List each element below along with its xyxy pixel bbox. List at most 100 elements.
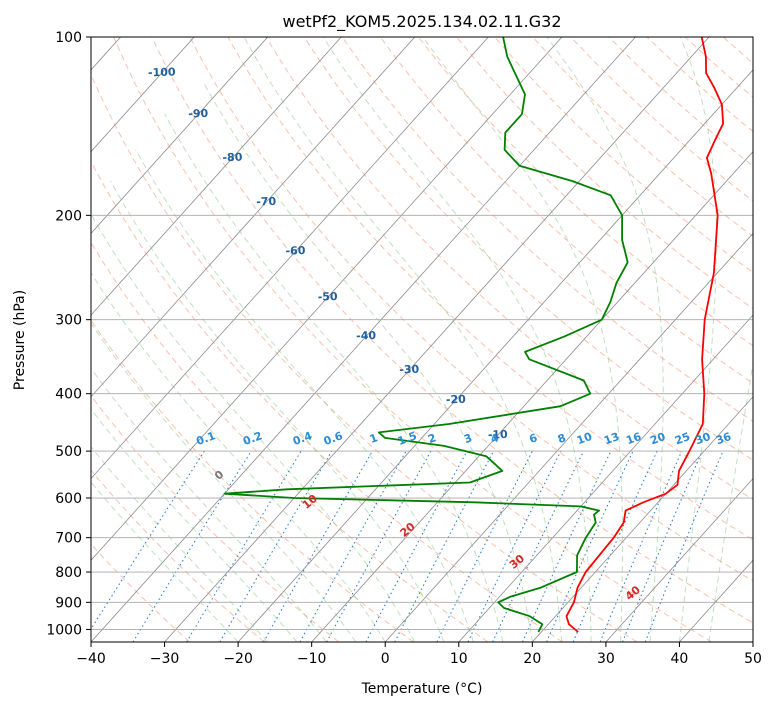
dry-adiabat-line bbox=[113, 37, 713, 642]
mixing-ratio-line bbox=[326, 450, 432, 642]
isotherm-line bbox=[458, 314, 753, 642]
y-tick-label: 500 bbox=[55, 444, 82, 460]
line-labels: -100-90-80-70-60-50-40-30-20-10010203040… bbox=[148, 66, 734, 604]
x-tick-label: 30 bbox=[597, 651, 615, 667]
isotherm-line bbox=[91, 37, 195, 153]
y-tick-label: 900 bbox=[55, 595, 82, 611]
y-tick-label: 700 bbox=[55, 531, 82, 547]
mixing-ratio-line bbox=[132, 450, 252, 642]
dry-adiabat-line bbox=[151, 37, 753, 624]
moist-adiabat-line bbox=[91, 271, 386, 642]
isotherm-label: -10 bbox=[488, 428, 509, 442]
mixing-ratio-label: 0.1 bbox=[195, 429, 218, 448]
mixing-ratio-label: 30 bbox=[693, 430, 712, 448]
moist-adiabat-line bbox=[322, 37, 592, 642]
moist-adiabat-line bbox=[243, 37, 563, 642]
dry-adiabat-line bbox=[265, 37, 753, 501]
mixing-ratio-line bbox=[91, 450, 205, 630]
isotherm-line bbox=[605, 477, 753, 642]
chart-title: wetPf2_KOM5.2025.134.02.11.G32 bbox=[282, 12, 561, 32]
mixing-ratio-label: 36 bbox=[714, 430, 733, 448]
plot-frame bbox=[90, 36, 754, 643]
isotherm-label: -40 bbox=[356, 329, 377, 343]
mixing-ratio-label: 2 bbox=[426, 431, 438, 446]
isotherm-line bbox=[532, 396, 753, 642]
x-tick-label: −20 bbox=[223, 651, 253, 667]
mixing-ratio-label: 0.6 bbox=[322, 429, 345, 448]
moist-adiabat-line bbox=[164, 113, 504, 642]
dry-adiabat-line bbox=[189, 37, 753, 582]
mixing-ratio-label: 3 bbox=[462, 431, 474, 446]
x-tick-label: 50 bbox=[744, 651, 762, 667]
mixing-ratio-label: 1.5 bbox=[396, 429, 419, 448]
x-tick-label: 20 bbox=[523, 651, 541, 667]
isotherm-label: -20 bbox=[446, 393, 467, 407]
mixing-ratio-line bbox=[219, 450, 333, 642]
moist-adiabat-line bbox=[110, 180, 445, 642]
moist-adiabat-line bbox=[708, 360, 753, 642]
dry-adiabat-line bbox=[91, 543, 191, 642]
isotherm-label: -70 bbox=[256, 195, 277, 209]
x-tick-label: −40 bbox=[76, 651, 106, 667]
mixing-ratio-label: 10 bbox=[575, 430, 594, 448]
x-tick-label: −10 bbox=[297, 651, 327, 667]
isotherm-line bbox=[91, 37, 563, 561]
mixing-ratio-label: 16 bbox=[624, 430, 643, 448]
x-axis-label: Temperature (°C) bbox=[361, 681, 483, 697]
moist-adiabat-line bbox=[91, 322, 357, 642]
moist-adiabat-line bbox=[546, 37, 664, 642]
grid bbox=[91, 37, 753, 642]
background-lines bbox=[91, 37, 753, 642]
x-axis: −40 −30 −20 −10 0 10 20 30 40 50 bbox=[76, 642, 762, 667]
isotherm-line bbox=[91, 37, 342, 316]
y-tick-label: 100 bbox=[55, 30, 82, 46]
profile-series-line bbox=[223, 37, 629, 633]
moist-adiabat-line bbox=[91, 408, 298, 642]
dry-adiabat-line bbox=[91, 395, 340, 642]
mixing-ratio-label: 25 bbox=[673, 430, 692, 447]
isotherm-label: -60 bbox=[285, 244, 306, 258]
x-tick-label: 0 bbox=[381, 651, 390, 667]
y-axis-label: Pressure (hPa) bbox=[12, 290, 28, 390]
mixing-ratio-label: 6 bbox=[528, 431, 540, 446]
x-tick-label: 40 bbox=[671, 651, 689, 667]
moist-adiabat-line bbox=[422, 37, 623, 642]
moist-adiabat-line bbox=[91, 481, 239, 642]
isotherm-line bbox=[91, 37, 637, 642]
profile-series-line bbox=[565, 37, 724, 633]
isotherm-line bbox=[91, 37, 489, 480]
isotherm-line bbox=[164, 37, 710, 642]
isotherm-line bbox=[237, 69, 753, 642]
moist-adiabat-line bbox=[91, 445, 268, 642]
isotherm-label: -100 bbox=[148, 66, 176, 80]
mixing-ratio-line bbox=[365, 450, 468, 642]
moist-adiabat-line bbox=[91, 367, 327, 642]
dry-adiabat-line bbox=[91, 469, 265, 642]
y-tick-label: 400 bbox=[55, 387, 82, 403]
y-tick-label: 300 bbox=[55, 313, 82, 329]
x-tick-label: −30 bbox=[150, 651, 180, 667]
y-axis: 100 200 300 400 500 600 700 800 900 1000 bbox=[46, 30, 91, 638]
isotherm-line bbox=[384, 232, 753, 642]
mixing-ratio-line bbox=[186, 450, 302, 642]
isotherm-line bbox=[91, 37, 416, 398]
dry-adiabat-line bbox=[91, 241, 489, 642]
isotherm-label: -30 bbox=[399, 363, 420, 377]
moist-adiabat-line bbox=[203, 83, 533, 642]
dry-adiabat-line bbox=[91, 160, 563, 642]
isotherm-line bbox=[91, 37, 269, 234]
isotherm-label: -50 bbox=[318, 290, 339, 304]
isotherm-label: -80 bbox=[222, 151, 243, 165]
moist-adiabat-line bbox=[91, 213, 416, 642]
mixing-ratio-line bbox=[467, 450, 562, 642]
mixing-ratio-label: 0.2 bbox=[241, 429, 264, 448]
y-tick-label: 200 bbox=[55, 208, 82, 224]
y-tick-label: 600 bbox=[55, 491, 82, 507]
y-tick-label: 1000 bbox=[46, 622, 82, 638]
isotherm-line bbox=[311, 151, 753, 642]
y-tick-label: 800 bbox=[55, 565, 82, 581]
mixing-ratio-label: 0.4 bbox=[291, 429, 314, 448]
mixing-ratio-line bbox=[522, 450, 612, 642]
mixing-ratio-label: 13 bbox=[602, 430, 621, 447]
